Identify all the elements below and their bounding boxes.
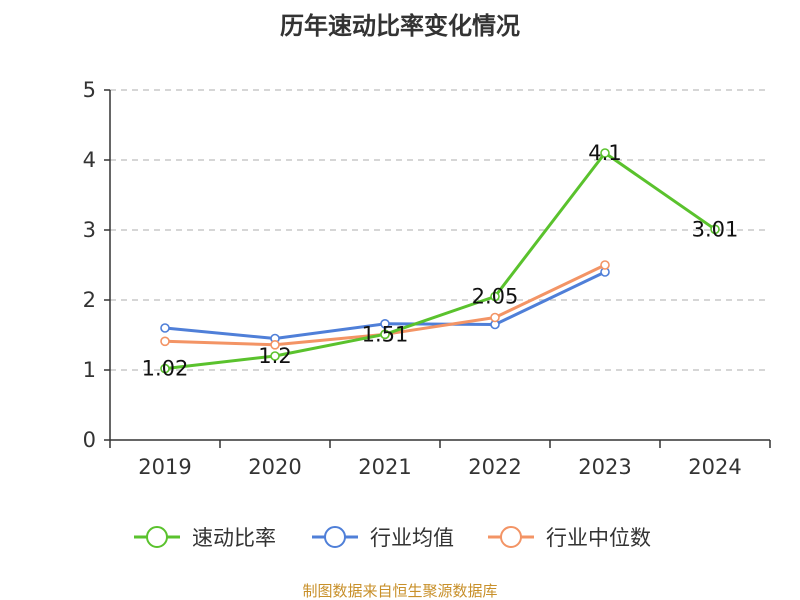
x-axis-ticks: 2019 2020 2021 2022 2023 2024 bbox=[109, 440, 771, 479]
y-tick-label: 5 bbox=[83, 78, 96, 102]
y-tick-label: 3 bbox=[83, 218, 96, 242]
legend-marker-icon bbox=[324, 526, 346, 548]
data-point[interactable] bbox=[160, 336, 170, 347]
x-tick-label: 2019 bbox=[138, 455, 191, 479]
y-axis-ticks: 0 1 2 3 4 5 bbox=[83, 78, 110, 452]
data-label: 1.02 bbox=[142, 357, 189, 381]
y-tick-label: 1 bbox=[83, 358, 96, 382]
data-point[interactable] bbox=[600, 260, 610, 270]
data-label: 1.2 bbox=[258, 344, 291, 368]
grid-lines bbox=[110, 89, 770, 371]
data-label: 3.01 bbox=[692, 217, 739, 241]
data-point[interactable] bbox=[270, 339, 280, 350]
data-point[interactable] bbox=[600, 148, 610, 158]
axes bbox=[109, 90, 770, 441]
source-note: 制图数据来自恒生聚源数据库 bbox=[302, 582, 497, 600]
chart-title: 历年速动比率变化情况 bbox=[280, 12, 520, 40]
x-tick-label: 2021 bbox=[358, 455, 411, 479]
legend-marker-icon bbox=[146, 526, 168, 548]
x-tick-label: 2022 bbox=[468, 455, 521, 479]
data-point[interactable] bbox=[490, 291, 500, 302]
x-tick-label: 2024 bbox=[688, 455, 741, 479]
legend-label: 速动比率 bbox=[192, 526, 276, 550]
data-label: 4.1 bbox=[588, 141, 621, 165]
data-point[interactable] bbox=[380, 329, 390, 340]
legend-item[interactable]: 速动比率 bbox=[134, 526, 276, 550]
legend-item[interactable]: 行业均值 bbox=[312, 526, 454, 550]
x-tick-label: 2020 bbox=[248, 455, 301, 479]
series-line bbox=[164, 151, 716, 371]
legend-marker-icon bbox=[500, 526, 522, 548]
y-tick-label: 0 bbox=[83, 428, 96, 452]
legend-item[interactable]: 行业中位数 bbox=[488, 526, 651, 550]
data-labels: 1.02 1.2 1.51 2.05 4.1 3.01 bbox=[142, 141, 739, 381]
data-point[interactable] bbox=[380, 318, 390, 329]
legend-label: 行业均值 bbox=[370, 526, 454, 550]
data-point[interactable] bbox=[490, 312, 500, 323]
data-point[interactable] bbox=[270, 351, 280, 361]
series-lines bbox=[160, 148, 720, 374]
x-tick-label: 2023 bbox=[578, 455, 631, 479]
legend[interactable]: 速动比率 行业均值 行业中位数 bbox=[134, 526, 651, 550]
data-label: 2.05 bbox=[472, 285, 519, 309]
y-tick-label: 2 bbox=[83, 288, 96, 312]
data-label: 1.51 bbox=[362, 322, 409, 346]
legend-label: 行业中位数 bbox=[546, 526, 651, 550]
data-point[interactable] bbox=[160, 363, 170, 374]
data-point[interactable] bbox=[710, 224, 720, 235]
data-point[interactable] bbox=[160, 323, 170, 333]
y-tick-label: 4 bbox=[83, 148, 96, 172]
